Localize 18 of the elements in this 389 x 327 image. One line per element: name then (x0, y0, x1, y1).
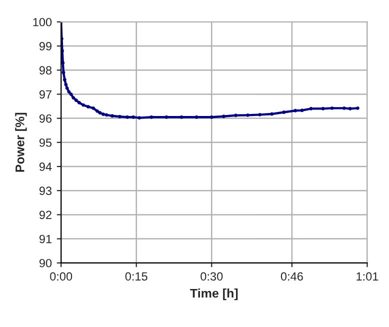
y-tick-label: 92 (39, 210, 52, 220)
x-axis-title: Time [h] (190, 288, 238, 300)
y-tick-label: 95 (39, 138, 52, 147)
x-tick-label: 0:00 (50, 272, 72, 281)
x-tick-label: 0:46 (280, 272, 303, 281)
y-tick-label: 96 (39, 114, 52, 123)
y-tick-label: 91 (39, 234, 52, 244)
y-tick-label: 100 (33, 18, 52, 26)
y-axis-title: Power [%] (15, 112, 27, 172)
x-tick-label: 1:01 (356, 272, 378, 281)
x-tick-label: 0:15 (125, 272, 148, 281)
y-tick-label: 98 (39, 66, 52, 75)
y-tick-label: 99 (39, 42, 52, 50)
y-tick-label: 90 (39, 258, 52, 268)
y-tick-label: 93 (39, 186, 52, 195)
x-tick-label: 0:30 (200, 272, 223, 281)
y-tick-label: 97 (39, 90, 52, 99)
y-tick-label: 94 (39, 162, 52, 171)
